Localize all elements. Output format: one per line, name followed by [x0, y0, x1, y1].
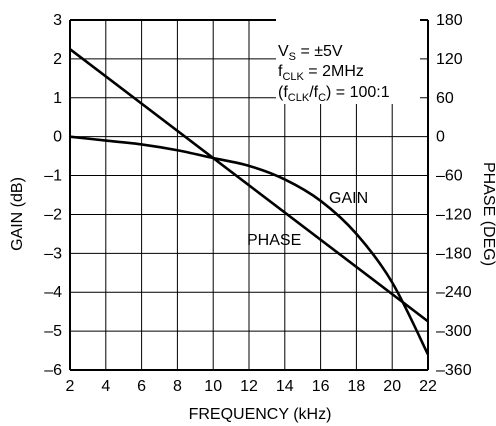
y-right-tick-label: –180	[436, 245, 472, 262]
curves	[69, 48, 430, 356]
y-left-tick-label: 2	[53, 51, 62, 68]
x-tick-label: 14	[276, 378, 294, 395]
series-line-phase	[69, 48, 429, 323]
y-right-tick-label: 120	[436, 51, 463, 68]
y-left-tick-label: 1	[53, 90, 62, 107]
y-left-tick-label: –5	[44, 323, 62, 340]
tick-labels: 2 4 6 8 10 12 14 16 18 20 223210–1–2–3–4–5–6180120…	[44, 12, 471, 395]
series-label-gain: GAIN	[329, 190, 368, 207]
y-axis-label-right: PHASE (DEG)	[480, 162, 496, 266]
y-left-tick-label: –4	[44, 284, 62, 301]
y-right-tick-label: –120	[436, 206, 472, 223]
x-tick-label: 12	[240, 378, 258, 395]
x-tick-label: 10	[204, 378, 222, 395]
y-axis-label-left: GAIN (dB)	[9, 177, 26, 251]
y-right-tick-label: –360	[436, 362, 472, 379]
annotation-mask	[276, 18, 420, 104]
y-right-tick-label: 180	[436, 12, 463, 29]
x-tick-label: 6	[137, 378, 146, 395]
y-left-tick-label: –3	[44, 245, 62, 262]
x-tick-label: 18	[348, 378, 366, 395]
x-tick-label: 8	[173, 378, 182, 395]
x-tick-label: 22	[419, 378, 437, 395]
y-right-tick-label: –60	[436, 168, 463, 185]
x-tick-label: 2	[66, 378, 75, 395]
y-right-tick-label: 60	[436, 90, 454, 107]
x-tick-label: 20	[383, 378, 401, 395]
y-left-tick-label: 3	[53, 12, 62, 29]
series-line-gain	[69, 135, 430, 356]
y-right-tick-label: 0	[436, 129, 445, 146]
x-axis-label: FREQUENCY (kHz)	[189, 406, 332, 423]
y-left-tick-label: –1	[44, 168, 62, 185]
y-left-tick-label: –6	[44, 362, 62, 379]
x-tick-label: 4	[101, 378, 110, 395]
y-right-tick-label: –240	[436, 284, 472, 301]
x-tick-label: 16	[312, 378, 330, 395]
y-left-tick-label: –2	[44, 206, 62, 223]
y-right-tick-label: –300	[436, 323, 472, 340]
y-left-tick-label: 0	[53, 129, 62, 146]
series-label-phase: PHASE	[247, 232, 301, 249]
